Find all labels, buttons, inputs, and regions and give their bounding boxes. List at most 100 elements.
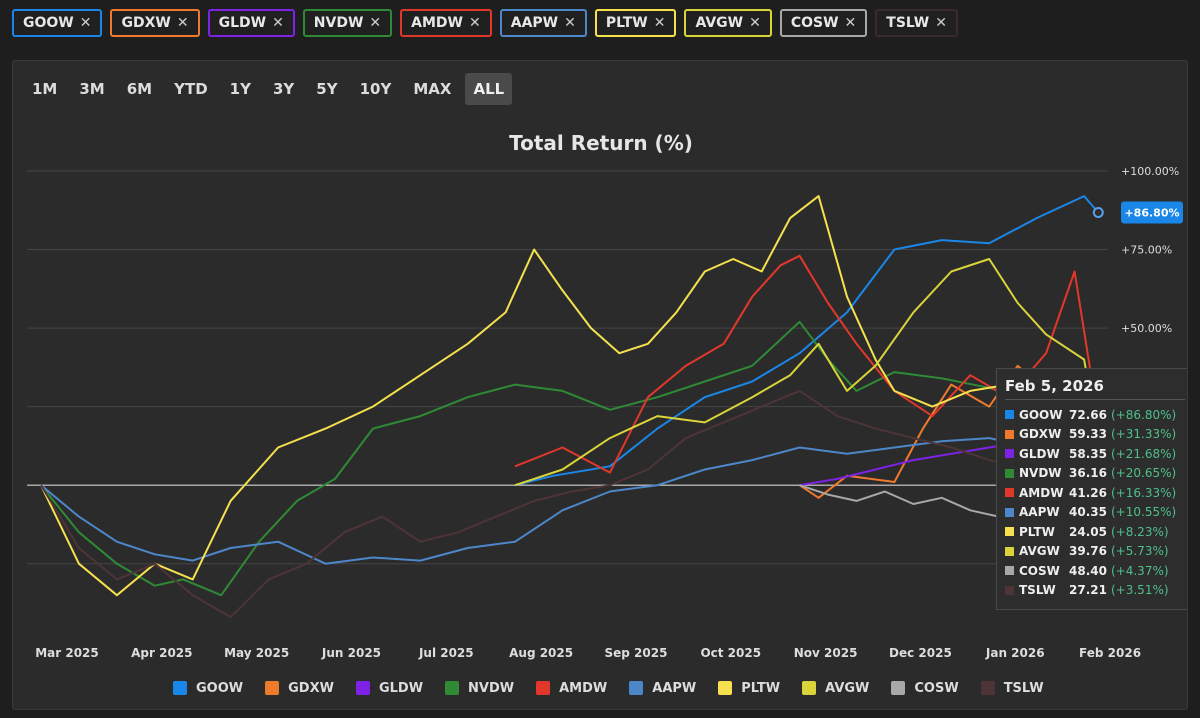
legend-item-tslw[interactable]: TSLW [980, 678, 1044, 698]
close-icon[interactable]: ✕ [564, 15, 576, 31]
range-button-3m[interactable]: 3M [79, 80, 105, 98]
legend-item-gdxw[interactable]: GDXW [265, 678, 334, 698]
tooltip-value: 58.35 [1069, 446, 1107, 461]
legend-item-goow[interactable]: GOOW [173, 678, 243, 698]
ticker-chip-gdxw[interactable]: GDXW ✕ [110, 9, 200, 37]
tooltip-row-nvdw: NVDW 36.16 (+20.65%) [1005, 464, 1185, 484]
x-tick-label: Jan 2026 [985, 646, 1045, 660]
chart-tooltip: Feb 5, 2026 GOOW 72.66 (+86.80%) GDXW 59.33 (… [996, 368, 1187, 610]
x-tick-label: Jun 2025 [321, 646, 381, 660]
close-icon[interactable]: ✕ [935, 15, 947, 31]
legend-item-avgw[interactable]: AVGW [802, 678, 869, 698]
close-icon[interactable]: ✕ [369, 15, 382, 31]
close-icon[interactable]: ✕ [176, 15, 189, 31]
ticker-chip-label: PLTW [605, 15, 648, 31]
x-tick-label: Apr 2025 [131, 646, 192, 660]
x-tick-label: Aug 2025 [509, 646, 573, 660]
range-button-5y[interactable]: 5Y [316, 80, 338, 98]
ticker-chip-tslw[interactable]: TSLW ✕ [875, 9, 958, 37]
tooltip-swatch [1005, 410, 1014, 420]
close-icon[interactable]: ✕ [79, 15, 92, 31]
ticker-chip-pltw[interactable]: PLTW ✕ [594, 9, 677, 37]
range-button-3y[interactable]: 3Y [272, 80, 295, 98]
tooltip-row-pltw: PLTW 24.05 (+8.23%) [1005, 522, 1185, 542]
tooltip-change: (+5.73%) [1111, 544, 1169, 559]
tooltip-value: 27.21 [1069, 583, 1107, 598]
chart-panel: 1M 3M 6M YTD 1Y 3Y 5Y 10Y MAX ALL Total Return (%… [12, 60, 1188, 710]
legend-swatch [629, 681, 644, 695]
series-line-avgw [514, 258, 1104, 487]
tooltip-name: PLTW [1019, 524, 1055, 539]
series-line-tslw [40, 389, 1104, 619]
tooltip-row-goow: GOOW 72.66 (+86.80%) [1005, 405, 1185, 425]
close-icon[interactable]: ✕ [469, 15, 481, 31]
range-button-10y[interactable]: 10Y [359, 80, 392, 98]
x-tick-label: Nov 2025 [794, 646, 858, 660]
ticker-chip-label: GOOW [23, 15, 74, 31]
legend-item-nvdw[interactable]: NVDW [445, 678, 514, 698]
current-value-label: +86.80% [1124, 206, 1179, 219]
legend-item-amdw[interactable]: AMDW [536, 678, 607, 698]
current-value-badge [1121, 201, 1183, 224]
range-button-1y[interactable]: 1Y [229, 80, 251, 98]
legend-label: PLTW [741, 680, 781, 696]
x-tick-label: Dec 2025 [889, 646, 952, 660]
tooltip-row-gdxw: GDXW 59.33 (+31.33%) [1005, 425, 1185, 445]
range-selector: 1M 3M 6M YTD 1Y 3Y 5Y 10Y MAX ALL [24, 73, 513, 105]
legend-swatch [980, 681, 995, 695]
close-icon[interactable]: ✕ [272, 15, 284, 31]
y-tick-label: +50.00% [1121, 322, 1172, 335]
ticker-chip-amdw[interactable]: AMDW ✕ [400, 9, 492, 37]
chart-title: Total Return (%) [509, 131, 693, 155]
legend-item-aapw[interactable]: AAPW [629, 678, 696, 698]
tooltip-change: (+4.37%) [1111, 563, 1169, 578]
tooltip-value: 40.35 [1069, 505, 1107, 520]
legend-item-gldw[interactable]: GLDW [355, 678, 423, 698]
tooltip-date: Feb 5, 2026 [1005, 377, 1185, 400]
ticker-chip-label: COSW [790, 15, 839, 31]
legend-swatch [536, 681, 551, 695]
y-tick-label: +75.00% [1121, 244, 1172, 257]
tooltip-row-cosw: COSW 48.40 (+4.37%) [1005, 561, 1185, 581]
ticker-chip-nvdw[interactable]: NVDW ✕ [302, 9, 393, 37]
legend-swatch [355, 681, 370, 695]
range-button-ytd[interactable]: YTD [174, 80, 208, 98]
tooltip-value: 41.26 [1069, 485, 1107, 500]
chart-plot[interactable]: +100.00% +75.00% +50.00% Mar 2025 Apr 2025 Ma… [13, 61, 1188, 710]
ticker-chip-label: GDXW [121, 15, 171, 31]
tooltip-swatch [1005, 566, 1014, 576]
legend-swatch [802, 681, 817, 695]
tooltip-value: 36.16 [1069, 466, 1107, 481]
range-button-6m[interactable]: 6M [126, 80, 153, 98]
tooltip-name: COSW [1019, 563, 1060, 578]
range-button-max[interactable]: MAX [413, 80, 452, 98]
tooltip-swatch [1005, 468, 1014, 478]
tooltip-value: 72.66 [1069, 407, 1107, 422]
tooltip-swatch [1005, 585, 1014, 595]
tooltip-name: GLDW [1019, 446, 1060, 461]
legend-swatch [265, 681, 280, 695]
x-tick-label: May 2025 [224, 646, 289, 660]
legend-item-cosw[interactable]: COSW [891, 678, 959, 698]
tooltip-row-tslw: TSLW 27.21 (+3.51%) [1005, 581, 1185, 601]
close-icon[interactable]: ✕ [844, 15, 857, 31]
ticker-chip-goow[interactable]: GOOW ✕ [12, 9, 103, 37]
x-tick-label: Mar 2025 [35, 646, 99, 660]
ticker-chip-aapw[interactable]: AAPW ✕ [499, 9, 587, 37]
ticker-chip-gldw[interactable]: GLDW ✕ [207, 9, 295, 37]
ticker-chip-cosw[interactable]: COSW ✕ [779, 9, 868, 37]
legend-item-pltw[interactable]: PLTW [718, 678, 780, 698]
tooltip-swatch [1005, 429, 1014, 439]
close-icon[interactable]: ✕ [749, 15, 761, 31]
tooltip-name: TSLW [1019, 583, 1056, 598]
tooltip-swatch [1005, 488, 1014, 498]
range-button-1m[interactable]: 1M [32, 80, 58, 98]
tooltip-row-amdw: AMDW 41.26 (+16.33%) [1005, 483, 1185, 503]
range-button-all[interactable]: ALL [465, 73, 513, 105]
ticker-chip-avgw[interactable]: AVGW ✕ [684, 9, 772, 37]
legend-label: AAPW [652, 680, 697, 696]
legend-swatch [173, 681, 187, 695]
tooltip-rows: GOOW 72.66 (+86.80%) GDXW 59.33 (+31.33%) GLDW… [1005, 405, 1185, 600]
close-icon[interactable]: ✕ [653, 15, 666, 31]
tooltip-change: (+3.51%) [1111, 583, 1169, 598]
